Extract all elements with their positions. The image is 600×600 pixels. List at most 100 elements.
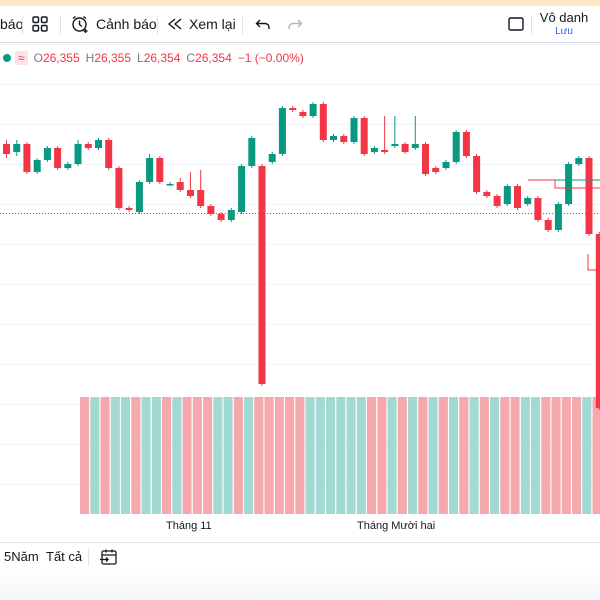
redo-icon bbox=[288, 19, 303, 29]
candle-body bbox=[493, 196, 501, 206]
date-range-button[interactable] bbox=[99, 547, 119, 572]
layout-button[interactable] bbox=[31, 6, 49, 42]
volume-bar bbox=[223, 397, 233, 514]
legend-open-value: 26,355 bbox=[42, 51, 80, 65]
volume-bar bbox=[80, 397, 90, 514]
save-status: Lưu bbox=[555, 26, 573, 37]
volume-bar bbox=[490, 397, 500, 514]
volume-bar bbox=[500, 397, 510, 514]
trend-guide-line bbox=[528, 179, 600, 189]
candle-body bbox=[13, 144, 21, 152]
candle-body bbox=[411, 144, 419, 148]
candle-body bbox=[43, 148, 51, 160]
range-toolbar: 5Năm Tất cả bbox=[0, 542, 600, 571]
volume-bar bbox=[418, 397, 428, 514]
candle-body bbox=[207, 206, 215, 214]
replay-icon bbox=[167, 18, 182, 30]
legend-change: −1 (−0.00%) bbox=[237, 51, 304, 65]
candle-body bbox=[432, 168, 440, 172]
volume-bar bbox=[592, 397, 600, 514]
candle-body bbox=[401, 144, 409, 152]
legend-open-label: O bbox=[33, 51, 43, 65]
price-chart[interactable] bbox=[0, 44, 600, 514]
range-all-button[interactable]: Tất cả bbox=[46, 549, 83, 564]
layout-icon bbox=[32, 16, 48, 32]
volume-bar bbox=[162, 397, 172, 514]
volume-bar bbox=[561, 397, 571, 514]
volume-bar bbox=[397, 397, 407, 514]
candle-body bbox=[575, 158, 583, 164]
candle-body bbox=[74, 144, 82, 164]
candle-body bbox=[3, 144, 10, 154]
candle-body bbox=[473, 156, 481, 192]
fullscreen-button[interactable] bbox=[507, 6, 525, 42]
volume-bar bbox=[582, 397, 592, 514]
candle-body bbox=[319, 104, 327, 140]
replay-button[interactable]: Xem lại bbox=[166, 6, 236, 42]
candle-body bbox=[54, 148, 62, 168]
ohlc-legend: ≈ O 26,355 H 26,355 L 26,354 C 26,354 −1 (−0… bbox=[0, 50, 304, 66]
legend-close-value: 26,354 bbox=[195, 51, 232, 65]
volume-bar bbox=[367, 397, 377, 514]
candle-body bbox=[187, 190, 194, 196]
range-5y-button[interactable]: 5Năm bbox=[4, 549, 39, 564]
account-menu[interactable]: Vô danh Lưu bbox=[534, 10, 594, 40]
volume-bar bbox=[356, 397, 366, 514]
volume-bar bbox=[295, 397, 305, 514]
undo-button[interactable] bbox=[254, 6, 272, 42]
candle-body bbox=[238, 166, 246, 212]
toolbar-divider bbox=[242, 16, 243, 34]
candle-body bbox=[544, 220, 552, 230]
redo-button[interactable] bbox=[286, 6, 304, 42]
candle-body bbox=[115, 168, 123, 208]
wave-icon[interactable]: ≈ bbox=[15, 51, 28, 65]
volume-bar bbox=[315, 397, 325, 514]
legend-close-label: C bbox=[186, 51, 196, 65]
candle-body bbox=[278, 108, 286, 154]
toolbar-divider bbox=[531, 16, 532, 34]
candle-body bbox=[23, 144, 31, 172]
candle-body bbox=[534, 198, 542, 220]
volume-bar bbox=[377, 397, 387, 514]
candle-body bbox=[95, 140, 102, 148]
top-accent-bar bbox=[0, 0, 600, 6]
legend-high-value: 26,355 bbox=[94, 51, 132, 65]
bottom-fade bbox=[0, 570, 600, 600]
undo-icon bbox=[255, 19, 270, 29]
visibility-dot-icon[interactable] bbox=[3, 54, 11, 62]
candle-body bbox=[483, 192, 491, 196]
volume-bar bbox=[408, 397, 418, 514]
toolbar-divider bbox=[88, 548, 89, 566]
candle-body bbox=[227, 210, 235, 220]
volume-bar bbox=[151, 397, 161, 514]
candle-body bbox=[565, 164, 573, 204]
volume-bar bbox=[479, 397, 489, 514]
alert-menu-partial[interactable]: báo bbox=[0, 6, 23, 42]
volume-bar bbox=[100, 397, 110, 514]
volume-bar bbox=[428, 397, 438, 514]
volume-bar bbox=[449, 397, 459, 514]
candle-body bbox=[330, 136, 337, 140]
time-axis[interactable]: Tháng 11 Tháng Mười hai bbox=[0, 514, 600, 542]
candle-body bbox=[156, 158, 164, 182]
candle-body bbox=[514, 186, 521, 208]
candle-body bbox=[422, 144, 429, 174]
candle-body bbox=[84, 144, 92, 148]
account-name: Vô danh bbox=[539, 10, 589, 25]
x-tick-label: Tháng Mười hai bbox=[357, 520, 436, 532]
volume-bar bbox=[510, 397, 520, 514]
volume-bar bbox=[172, 397, 182, 514]
candle-body bbox=[176, 182, 184, 190]
volume-bar bbox=[541, 397, 551, 514]
alert-button[interactable]: Cảnh báo bbox=[70, 6, 157, 42]
volume-bar bbox=[326, 397, 336, 514]
candle-body bbox=[166, 184, 174, 186]
candle-body bbox=[299, 112, 307, 116]
candle-body bbox=[595, 234, 600, 408]
legend-high-label: H bbox=[85, 51, 95, 65]
candle-body bbox=[524, 198, 532, 204]
candle-body bbox=[135, 182, 143, 212]
candle-body bbox=[350, 118, 358, 142]
candle-body bbox=[197, 190, 205, 206]
candle-body bbox=[340, 136, 348, 142]
